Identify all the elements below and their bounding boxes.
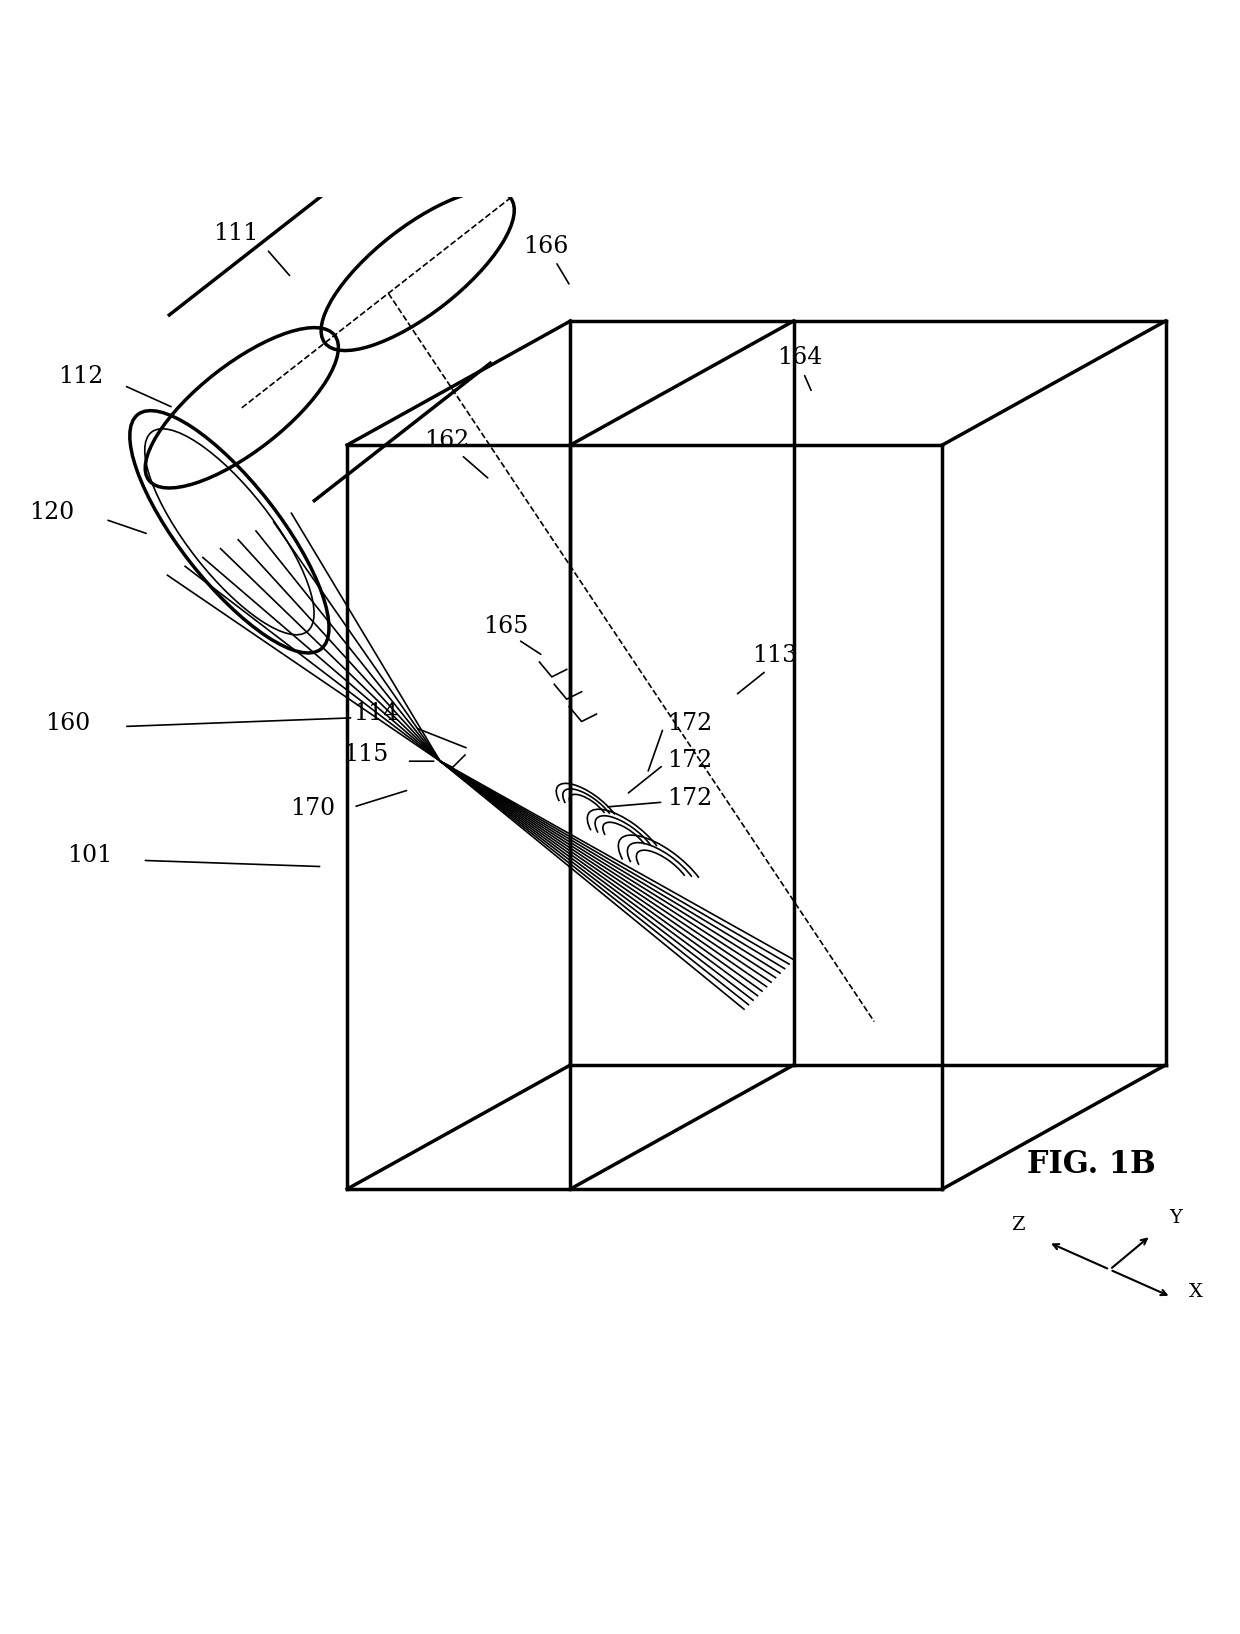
Text: 166: 166 [523,235,568,258]
Text: 112: 112 [58,364,103,387]
Text: 172: 172 [667,750,712,773]
Text: 170: 170 [290,796,335,820]
Text: 162: 162 [424,430,469,453]
Text: 172: 172 [667,786,712,809]
Text: X: X [1189,1283,1203,1301]
Text: FIG. 1B: FIG. 1B [1027,1149,1156,1180]
Text: 113: 113 [753,644,797,667]
Text: 120: 120 [30,502,74,525]
Text: 111: 111 [213,222,258,245]
Text: 115: 115 [343,743,388,766]
Text: 172: 172 [667,712,712,735]
Text: 114: 114 [353,703,398,725]
Text: 101: 101 [67,843,112,866]
Text: Z: Z [1011,1216,1024,1234]
Text: 164: 164 [777,346,822,369]
Text: 160: 160 [46,712,91,735]
Text: 165: 165 [484,616,528,639]
Text: Y: Y [1169,1209,1182,1227]
